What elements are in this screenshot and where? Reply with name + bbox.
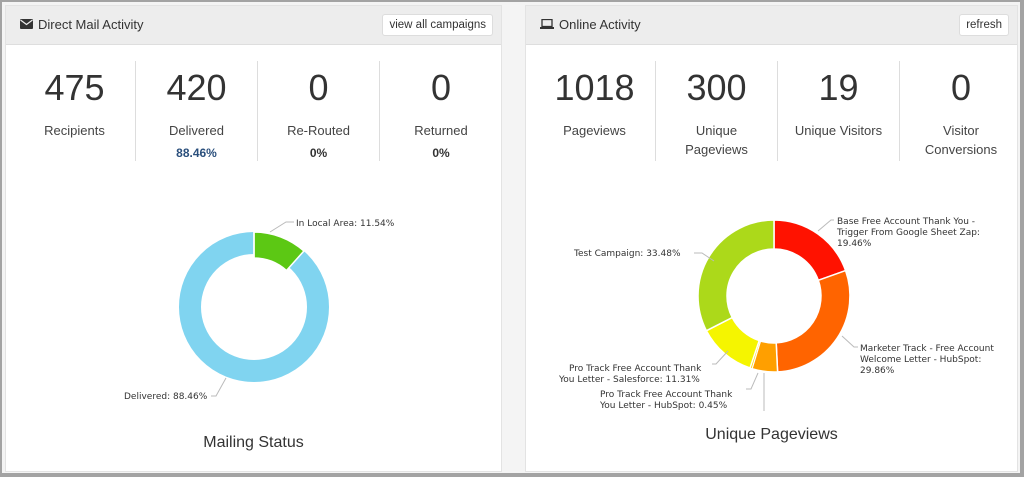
slice-marketer-track[interactable] — [775, 269, 851, 373]
mail-stats: 475 Recipients 420 Delivered 88.46% 0 Re… — [14, 61, 502, 161]
chart-title: Mailing Status — [203, 434, 304, 451]
refresh-button[interactable]: refresh — [959, 14, 1009, 36]
view-all-campaigns-button[interactable]: view all campaigns — [382, 14, 493, 36]
stat-returned: 0 Returned 0% — [414, 67, 468, 160]
svg-text:You Letter - Salesforce: 11.31: You Letter - Salesforce: 11.31% — [558, 375, 700, 385]
svg-text:19.46%: 19.46% — [837, 239, 872, 249]
online-activity-panel: Online Activity refresh 1018 Pageviews 3… — [525, 5, 1018, 472]
slice-test-campaign[interactable] — [697, 219, 775, 332]
svg-text:Trigger From Google Sheet Zap:: Trigger From Google Sheet Zap: — [836, 228, 980, 238]
stat-pageviews: 1018 Pageviews — [534, 61, 656, 161]
stat-delivered: 420 Delivered 88.46% — [136, 61, 258, 161]
slice-delivered[interactable] — [179, 232, 329, 382]
svg-text:Marketer Track - Free Account: Marketer Track - Free Account — [860, 344, 994, 354]
svg-text:Pro Track Free Account Thank: Pro Track Free Account Thank — [569, 364, 702, 374]
svg-text:You Letter - HubSpot: 0.45%: You Letter - HubSpot: 0.45% — [599, 401, 728, 411]
panel-title: Direct Mail Activity — [20, 17, 143, 32]
mailing-status-donut: In Local Area: 11.54% Delivered: 88.46% — [124, 219, 395, 402]
laptop-icon — [540, 17, 554, 32]
svg-text:Delivered: 88.46%: Delivered: 88.46% — [124, 392, 208, 402]
online-stats: 1018 Pageviews 300 Unique Pageviews 19 Un… — [534, 61, 1022, 161]
stat-visitor-conversions: 0 Visitor Conversions — [924, 67, 998, 157]
envelope-icon — [20, 17, 33, 32]
stat-unique-pageviews: 300 Unique Pageviews — [656, 61, 778, 161]
stat-rerouted: 0 Re-Routed 0% — [258, 61, 380, 161]
svg-text:Test Campaign: 33.48%: Test Campaign: 33.48% — [573, 249, 681, 259]
panel-header: Online Activity refresh — [526, 6, 1017, 45]
panel-header: Direct Mail Activity view all campaigns — [6, 6, 501, 45]
svg-text:Pro Track Free Account Thank: Pro Track Free Account Thank — [600, 390, 733, 400]
svg-text:In Local Area: 11.54%: In Local Area: 11.54% — [296, 219, 395, 229]
stat-unique-visitors: 19 Unique Visitors — [778, 61, 900, 161]
chart-title: Unique Pageviews — [705, 426, 838, 443]
svg-text:Base Free Account Thank You -: Base Free Account Thank You - — [837, 217, 975, 227]
slice-local[interactable] — [253, 231, 305, 272]
slice-base-free[interactable] — [773, 219, 847, 282]
direct-mail-panel: Direct Mail Activity view all campaigns … — [5, 5, 502, 472]
unique-pageviews-donut: Base Free Account Thank You - Trigger Fr… — [558, 217, 994, 411]
stat-recipients: 475 Recipients — [14, 61, 136, 161]
panel-title: Online Activity — [540, 17, 641, 32]
svg-text:29.86%: 29.86% — [860, 366, 895, 376]
svg-text:Welcome Letter - HubSpot:: Welcome Letter - HubSpot: — [860, 355, 981, 365]
